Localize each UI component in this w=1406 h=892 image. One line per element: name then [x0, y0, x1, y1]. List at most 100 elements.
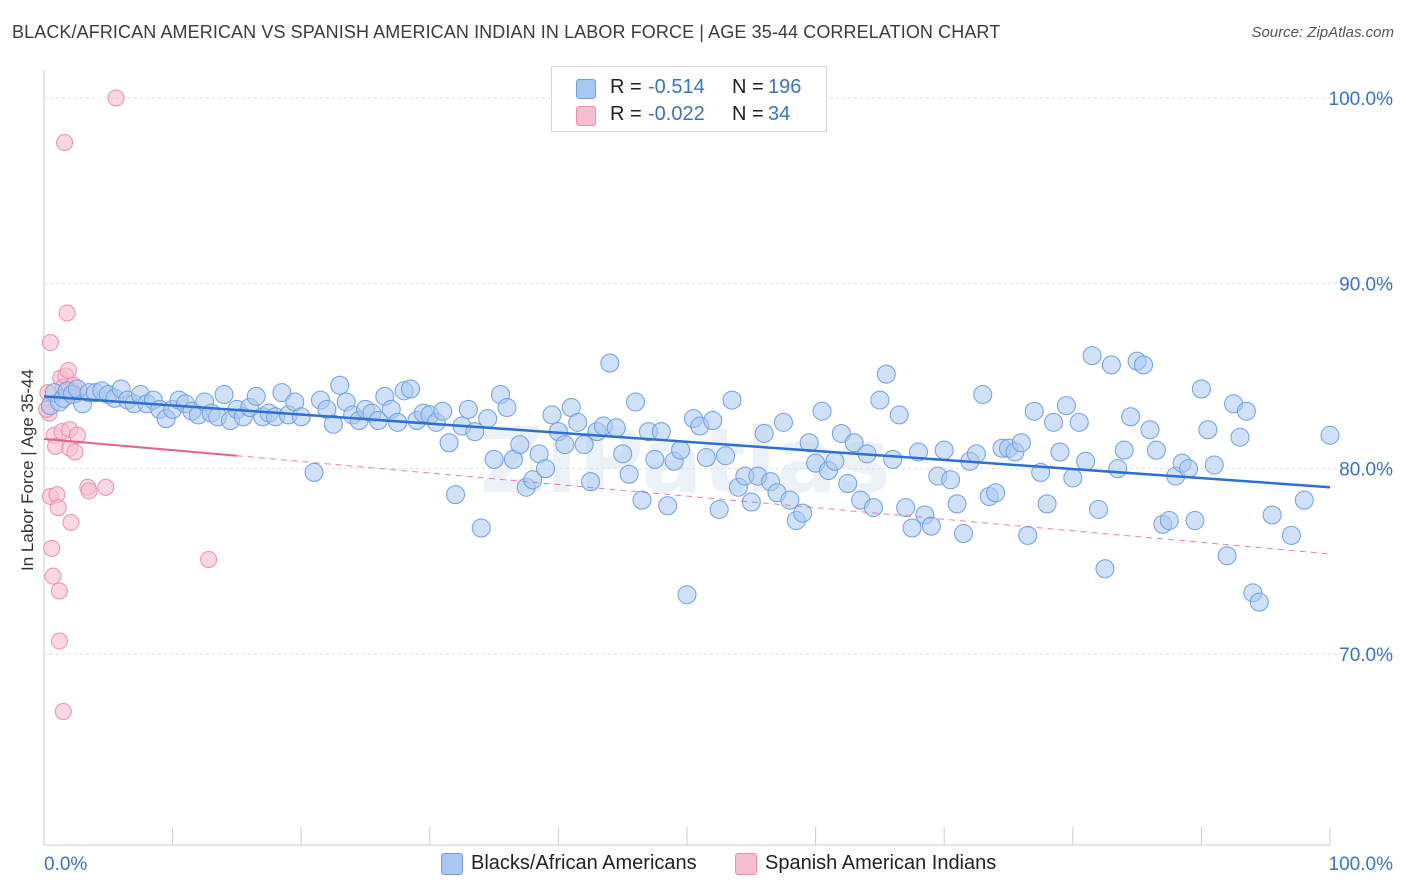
data-point-blacks — [1179, 459, 1199, 479]
trendline-spanish — [43, 438, 237, 457]
y-tick-label: 90.0% — [1339, 274, 1393, 295]
x-tick-label: 0.0% — [44, 854, 87, 875]
data-point-spanish — [58, 304, 76, 322]
data-point-spanish — [97, 478, 115, 496]
data-point-blacks — [1198, 420, 1218, 440]
legend-swatch-pink — [576, 106, 596, 126]
data-point-spanish — [107, 89, 125, 107]
bottom-legend-swatch-pink — [735, 853, 757, 875]
data-point-blacks — [542, 405, 562, 425]
data-point-blacks — [1082, 346, 1102, 366]
data-point-blacks — [1236, 401, 1256, 421]
data-point-blacks — [1294, 490, 1314, 510]
data-point-blacks — [703, 410, 723, 430]
data-point-blacks — [671, 440, 691, 460]
legend-n-label: N = — [732, 76, 764, 98]
legend-r-label: R = — [610, 76, 642, 98]
x-tick-label: 100.0% — [1329, 854, 1394, 875]
grid-lines — [44, 97, 1392, 655]
data-point-blacks — [323, 414, 343, 434]
data-point-blacks — [1262, 505, 1282, 525]
data-point-blacks — [1024, 401, 1044, 421]
data-point-blacks — [600, 353, 620, 373]
data-point-blacks — [1230, 427, 1250, 447]
data-point-blacks — [1018, 525, 1038, 545]
legend-r-value: -0.022 — [648, 103, 705, 125]
data-point-blacks — [1217, 546, 1237, 566]
data-point-blacks — [1037, 494, 1057, 514]
data-point-spanish — [68, 426, 86, 444]
data-point-blacks — [1044, 412, 1064, 432]
data-point-blacks — [1320, 425, 1340, 445]
data-point-blacks — [838, 473, 858, 493]
y-tick-label: 80.0% — [1339, 460, 1393, 481]
data-point-blacks — [523, 470, 543, 490]
data-point-blacks — [1089, 499, 1109, 519]
trendline-blacks — [43, 395, 1331, 489]
data-point-blacks — [716, 446, 736, 466]
data-point-blacks — [863, 498, 883, 518]
data-point-blacks — [1108, 459, 1128, 479]
data-point-blacks — [825, 451, 845, 471]
data-point-blacks — [1134, 355, 1154, 375]
correlation-legend: R = -0.514 N = 196 R = -0.022 N = 34 — [551, 66, 827, 132]
data-point-blacks — [330, 375, 350, 395]
data-point-blacks — [1050, 442, 1070, 462]
black-african-american-points — [40, 346, 1340, 612]
data-point-blacks — [536, 459, 556, 479]
data-point-spanish — [50, 582, 68, 600]
data-point-blacks — [471, 518, 491, 538]
data-point-blacks — [568, 412, 588, 432]
data-point-blacks — [883, 449, 903, 469]
data-point-blacks — [658, 496, 678, 516]
legend-swatch-blue — [576, 79, 596, 99]
data-point-spanish — [43, 539, 61, 557]
data-point-blacks — [1069, 412, 1089, 432]
data-point-blacks — [973, 385, 993, 405]
data-point-blacks — [1140, 420, 1160, 440]
data-point-spanish — [41, 334, 59, 352]
y-axis-label: In Labor Force | Age 35-44 — [18, 369, 37, 571]
data-point-spanish — [80, 482, 98, 500]
data-point-blacks — [812, 401, 832, 421]
axes — [43, 70, 1331, 846]
legend-n-value: 196 — [768, 76, 802, 98]
data-point-blacks — [304, 462, 324, 482]
data-point-blacks — [555, 435, 575, 455]
data-point-spanish — [66, 443, 84, 461]
data-point-blacks — [986, 483, 1006, 503]
data-point-blacks — [1191, 379, 1211, 399]
x-tick-labels: 0.0% 100.0% — [44, 854, 1393, 875]
data-point-blacks — [1056, 396, 1076, 416]
data-point-blacks — [1063, 468, 1083, 488]
data-point-blacks — [889, 405, 909, 425]
data-point-blacks — [1095, 559, 1115, 579]
data-point-blacks — [947, 494, 967, 514]
data-point-blacks — [484, 449, 504, 469]
data-point-blacks — [478, 409, 498, 429]
source-label: Source: ZipAtlas.com — [1251, 24, 1394, 41]
data-point-blacks — [626, 392, 646, 412]
bottom-legend-label: Blacks/African Americans — [471, 852, 697, 874]
data-point-blacks — [754, 423, 774, 443]
data-point-spanish — [44, 567, 62, 585]
data-point-blacks — [896, 498, 916, 518]
data-point-blacks — [793, 503, 813, 523]
data-point-blacks — [773, 412, 793, 432]
data-point-blacks — [831, 423, 851, 443]
bottom-legend-label: Spanish American Indians — [765, 852, 997, 874]
data-point-blacks — [1281, 525, 1301, 545]
data-point-blacks — [581, 472, 601, 492]
data-point-spanish — [49, 499, 67, 517]
data-point-blacks — [921, 516, 941, 536]
data-point-blacks — [645, 449, 665, 469]
data-point-blacks — [844, 433, 864, 453]
data-point-blacks — [941, 470, 961, 490]
data-point-blacks — [1249, 592, 1269, 612]
data-point-blacks — [1121, 407, 1141, 427]
data-point-blacks — [613, 444, 633, 464]
trendline-spanish-dashed — [236, 455, 1331, 555]
data-point-blacks — [433, 401, 453, 421]
data-point-blacks — [1204, 455, 1224, 475]
